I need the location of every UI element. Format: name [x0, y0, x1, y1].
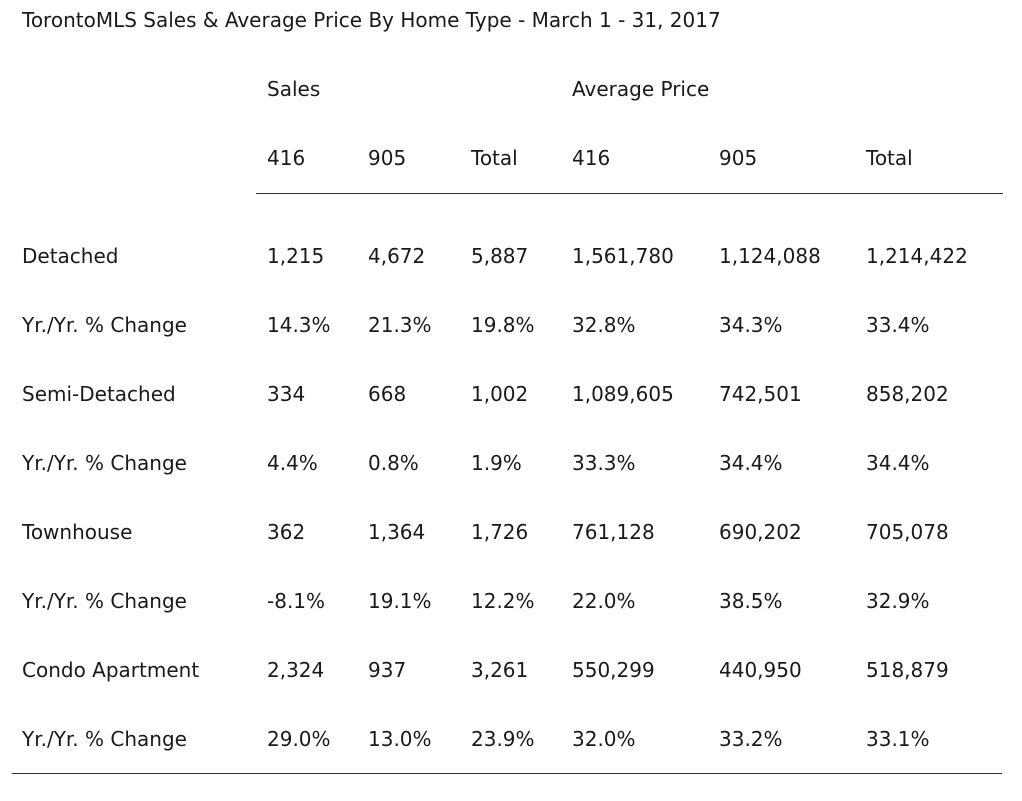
table-cell: 1,214,422: [866, 244, 968, 268]
table-cell: 4.4%: [267, 451, 318, 475]
table-row: Condo Apartment 2,324 937 3,261 550,299 …: [0, 658, 1022, 698]
header-divider: [256, 193, 1003, 194]
row-label: Yr./Yr. % Change: [22, 313, 187, 337]
column-header-sales-905: 905: [368, 146, 407, 170]
table-cell: 12.2%: [471, 589, 535, 613]
page-title: TorontoMLS Sales & Average Price By Home…: [22, 8, 721, 32]
table-cell: 1,002: [471, 382, 529, 406]
table-cell: 3,261: [471, 658, 529, 682]
table-row: Yr./Yr. % Change 29.0% 13.0% 23.9% 32.0%…: [0, 727, 1022, 767]
table-cell: 22.0%: [572, 589, 636, 613]
table-row: Yr./Yr. % Change -8.1% 19.1% 12.2% 22.0%…: [0, 589, 1022, 629]
row-label: Yr./Yr. % Change: [22, 451, 187, 475]
row-label: Yr./Yr. % Change: [22, 589, 187, 613]
sales-group-header: Sales: [267, 77, 321, 101]
table-cell: -8.1%: [267, 589, 326, 613]
table-row: Yr./Yr. % Change 14.3% 21.3% 19.8% 32.8%…: [0, 313, 1022, 353]
table-cell: 1,215: [267, 244, 325, 268]
table-cell: 33.1%: [866, 727, 930, 751]
table-cell: 14.3%: [267, 313, 331, 337]
table-row: Detached 1,215 4,672 5,887 1,561,780 1,1…: [0, 244, 1022, 284]
table-cell: 32.9%: [866, 589, 930, 613]
table-cell: 34.3%: [719, 313, 783, 337]
table-cell: 21.3%: [368, 313, 432, 337]
column-header-price-total: Total: [866, 146, 913, 170]
column-header-price-905: 905: [719, 146, 758, 170]
table-cell: 440,950: [719, 658, 802, 682]
table-cell: 334: [267, 382, 306, 406]
table-cell: 34.4%: [719, 451, 783, 475]
table-cell: 1,561,780: [572, 244, 674, 268]
table-cell: 23.9%: [471, 727, 535, 751]
table-cell: 858,202: [866, 382, 949, 406]
table-row: Yr./Yr. % Change 4.4% 0.8% 1.9% 33.3% 34…: [0, 451, 1022, 491]
table-cell: 1,124,088: [719, 244, 821, 268]
table-cell: 32.8%: [572, 313, 636, 337]
row-label: Yr./Yr. % Change: [22, 727, 187, 751]
row-label: Townhouse: [22, 520, 133, 544]
table-cell: 518,879: [866, 658, 949, 682]
table-cell: 1,364: [368, 520, 426, 544]
table-row: Semi-Detached 334 668 1,002 1,089,605 74…: [0, 382, 1022, 422]
table-cell: 761,128: [572, 520, 655, 544]
table-cell: 29.0%: [267, 727, 331, 751]
row-label: Detached: [22, 244, 119, 268]
table-cell: 5,887: [471, 244, 529, 268]
table-cell: 2,324: [267, 658, 325, 682]
table-cell: 1,726: [471, 520, 529, 544]
column-header-sales-total: Total: [471, 146, 518, 170]
table-cell: 19.8%: [471, 313, 535, 337]
row-label: Semi-Detached: [22, 382, 176, 406]
table-cell: 19.1%: [368, 589, 432, 613]
table-cell: 38.5%: [719, 589, 783, 613]
table-cell: 32.0%: [572, 727, 636, 751]
table-cell: 690,202: [719, 520, 802, 544]
average-price-group-header: Average Price: [572, 77, 710, 101]
table-cell: 1,089,605: [572, 382, 674, 406]
column-header-price-416: 416: [572, 146, 611, 170]
table-cell: 937: [368, 658, 407, 682]
table-cell: 4,672: [368, 244, 426, 268]
table-cell: 34.4%: [866, 451, 930, 475]
row-label: Condo Apartment: [22, 658, 200, 682]
table-cell: 705,078: [866, 520, 949, 544]
table-bottom-divider: [12, 773, 1002, 774]
table-cell: 33.4%: [866, 313, 930, 337]
table-row: Townhouse 362 1,364 1,726 761,128 690,20…: [0, 520, 1022, 560]
table-cell: 0.8%: [368, 451, 419, 475]
table-cell: 668: [368, 382, 407, 406]
table-cell: 33.3%: [572, 451, 636, 475]
table-cell: 742,501: [719, 382, 802, 406]
column-header-sales-416: 416: [267, 146, 306, 170]
table-cell: 550,299: [572, 658, 655, 682]
table-cell: 1.9%: [471, 451, 522, 475]
table-cell: 13.0%: [368, 727, 432, 751]
table-cell: 33.2%: [719, 727, 783, 751]
table-cell: 362: [267, 520, 306, 544]
